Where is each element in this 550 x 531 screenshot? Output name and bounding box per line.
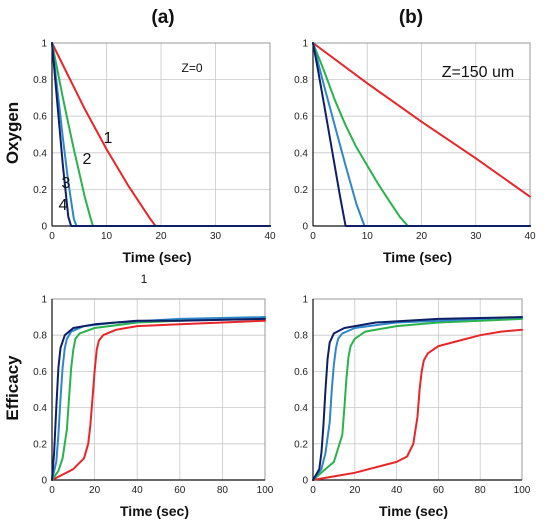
series-line-2 xyxy=(313,319,522,480)
x-tick-label: 30 xyxy=(470,231,482,242)
x-tick-label: 100 xyxy=(514,485,531,496)
series-line-1 xyxy=(52,321,265,480)
curve-label-3: 3 xyxy=(62,175,71,192)
y-tick-label: 0.4 xyxy=(33,403,47,414)
panel-label-b: (b) xyxy=(399,7,423,28)
x-tick-label: 80 xyxy=(475,485,487,496)
y-tick-label: 0.8 xyxy=(294,331,308,342)
y-tick-label: 0.8 xyxy=(33,75,47,86)
y-tick-label: 1 xyxy=(302,39,308,50)
x-tick-label: 0 xyxy=(310,231,316,242)
x-tick-label: 60 xyxy=(433,485,445,496)
y-tick-label: 0.4 xyxy=(294,403,308,414)
x-tick-label: 20 xyxy=(349,485,361,496)
x-tick-label: 20 xyxy=(89,485,101,496)
x-tick-label: 40 xyxy=(264,231,276,242)
chart-bottom-left-efficacy: 0 20 40 60 80 100 0 0.2 0.4 0.6 0.8 1 Time (sec) Effi… xyxy=(3,295,274,520)
curve-label-4: 4 xyxy=(59,197,68,214)
x-tick-label: 40 xyxy=(132,485,144,496)
x-tick-label: 80 xyxy=(217,485,229,496)
chart-annotation: Z=150 um xyxy=(442,64,514,81)
x-tick-label: 20 xyxy=(155,231,167,242)
x-tick-label: 10 xyxy=(101,231,113,242)
y-tick-label: 0.2 xyxy=(33,439,47,450)
x-axis-title: Time (sec) xyxy=(123,249,192,265)
y-tick-label: 0.2 xyxy=(294,185,308,196)
y-tick-label: 0.6 xyxy=(294,367,308,378)
stray-mark: 1 xyxy=(141,272,148,286)
x-tick-label: 20 xyxy=(416,231,428,242)
y-tick-label: 0.6 xyxy=(33,112,47,123)
x-tick-label: 0 xyxy=(310,485,316,496)
y-tick-label: 0.6 xyxy=(294,112,308,123)
chart-top-left-oxygen-z0: 0 10 20 30 40 0 0.2 0.4 0.6 0.8 1 Time (sec) Oxygen Z… xyxy=(3,39,276,266)
y-tick-label: 0 xyxy=(302,476,308,487)
y-axis-title: Efficacy xyxy=(3,355,22,421)
y-tick-label: 0.8 xyxy=(33,331,47,342)
chart-bottom-right-efficacy: 0 20 40 60 80 100 0 0.2 0.4 0.6 0.8 1 Time (sec) xyxy=(294,295,531,520)
y-tick-label: 0 xyxy=(302,222,308,233)
curve-label-2: 2 xyxy=(83,151,92,168)
y-tick-label: 1 xyxy=(41,39,47,50)
y-tick-label: 0.2 xyxy=(294,439,308,450)
chart-annotation: Z=0 xyxy=(181,61,202,75)
y-tick-label: 0.4 xyxy=(33,148,47,159)
y-tick-label: 1 xyxy=(302,295,308,306)
y-tick-label: 0.8 xyxy=(294,75,308,86)
x-tick-label: 0 xyxy=(49,485,55,496)
panel-label-a: (a) xyxy=(151,7,174,28)
x-tick-label: 100 xyxy=(257,485,274,496)
y-tick-label: 0 xyxy=(41,476,47,487)
y-tick-label: 1 xyxy=(41,295,47,306)
y-tick-label: 0.6 xyxy=(33,367,47,378)
x-tick-label: 40 xyxy=(391,485,403,496)
x-tick-label: 10 xyxy=(362,231,374,242)
x-tick-label: 30 xyxy=(210,231,222,242)
chart-top-right-oxygen-z150: 0 10 20 30 40 0 0.2 0.4 0.6 0.8 1 Time (sec) Z=150 u… xyxy=(294,39,536,266)
x-tick-label: 60 xyxy=(174,485,186,496)
x-axis-title: Time (sec) xyxy=(379,503,448,519)
curve-label-1: 1 xyxy=(104,130,113,147)
y-tick-label: 0.4 xyxy=(294,148,308,159)
plot-frame xyxy=(313,299,522,480)
x-tick-label: 40 xyxy=(524,231,536,242)
x-tick-label: 0 xyxy=(49,231,55,242)
x-axis-title: Time (sec) xyxy=(120,503,189,519)
y-tick-label: 0.2 xyxy=(33,185,47,196)
y-axis-title: Oxygen xyxy=(3,102,22,164)
y-tick-label: 0 xyxy=(41,222,47,233)
x-axis-title: Time (sec) xyxy=(383,249,452,265)
